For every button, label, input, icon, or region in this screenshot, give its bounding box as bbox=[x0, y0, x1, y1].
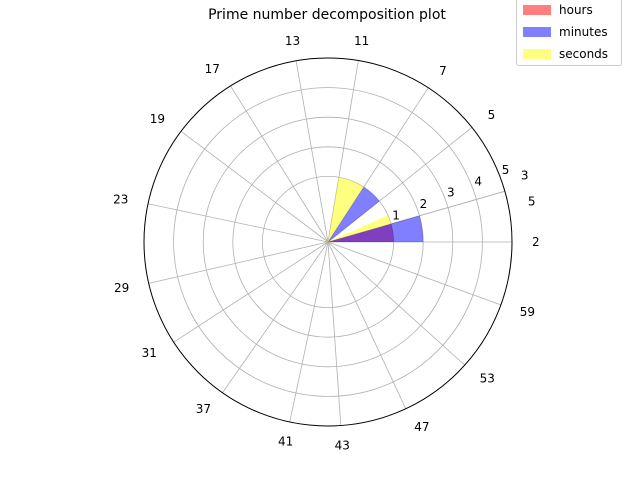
angular-tick-label: 47 bbox=[414, 420, 429, 434]
chart-title: Prime number decomposition plot bbox=[208, 7, 446, 23]
angular-tick-label: 17 bbox=[205, 62, 220, 76]
angular-tick-label: 13 bbox=[285, 34, 300, 48]
radial-tick-label: 4 bbox=[474, 174, 482, 188]
angular-tick-label: 37 bbox=[196, 402, 211, 416]
angular-gridline bbox=[327, 241, 342, 426]
angular-tick-label: 43 bbox=[335, 439, 350, 453]
angular-tick-label: 5 bbox=[488, 108, 496, 122]
angular-tick-label: 41 bbox=[278, 435, 293, 449]
angular-gridline bbox=[327, 241, 502, 306]
angular-gridline bbox=[148, 241, 329, 284]
legend-item-hours: hours bbox=[523, 2, 593, 18]
legend: hours minutes seconds bbox=[516, 0, 622, 66]
bar-seconds bbox=[328, 215, 392, 242]
angular-tick-label: 3 bbox=[521, 169, 529, 183]
legend-label-minutes: minutes bbox=[559, 25, 608, 39]
legend-item-minutes: minutes bbox=[523, 24, 608, 40]
angular-gridline bbox=[295, 60, 329, 243]
angular-tick-label: 2 bbox=[532, 235, 540, 249]
bar-minutes bbox=[328, 215, 424, 242]
grid-layer bbox=[143, 57, 513, 427]
angular-gridline bbox=[180, 130, 329, 243]
angular-gridline bbox=[222, 241, 329, 393]
angular-gridline bbox=[327, 241, 407, 409]
angular-tick-label: 11 bbox=[354, 34, 369, 48]
radial-tick-label: 3 bbox=[447, 186, 455, 200]
radial-tick-label: 5 bbox=[502, 163, 510, 177]
bar-minutes bbox=[328, 186, 380, 242]
angular-tick-label: 5 bbox=[528, 194, 536, 208]
legend-swatch-hours bbox=[523, 5, 551, 15]
angular-tick-label: 59 bbox=[520, 305, 535, 319]
angular-gridline bbox=[327, 127, 473, 243]
angular-gridline bbox=[173, 241, 329, 343]
angular-tick-label: 19 bbox=[150, 112, 165, 126]
legend-swatch-minutes bbox=[523, 27, 551, 37]
legend-label-hours: hours bbox=[559, 3, 593, 17]
radial-labels: 1 2 3 4 5 bbox=[392, 163, 509, 222]
angular-tick-label: 23 bbox=[113, 193, 128, 207]
legend-item-seconds: seconds bbox=[523, 46, 608, 62]
angular-tick-label: 7 bbox=[439, 64, 447, 78]
legend-swatch-seconds bbox=[523, 49, 551, 59]
angular-gridline bbox=[147, 203, 329, 243]
angular-gridline bbox=[289, 241, 329, 423]
legend-label-seconds: seconds bbox=[559, 47, 609, 61]
angular-tick-label: 29 bbox=[114, 281, 129, 295]
polar-frame bbox=[143, 57, 513, 427]
bar-seconds bbox=[328, 177, 364, 242]
angular-tick-label: 53 bbox=[480, 372, 495, 386]
angular-gridline bbox=[230, 85, 329, 243]
bars-layer bbox=[328, 177, 424, 242]
angular-gridline bbox=[327, 241, 466, 366]
radial-tick-label: 1 bbox=[392, 208, 400, 222]
angular-tick-label: 31 bbox=[142, 346, 157, 360]
radial-tick-label: 2 bbox=[420, 197, 428, 211]
